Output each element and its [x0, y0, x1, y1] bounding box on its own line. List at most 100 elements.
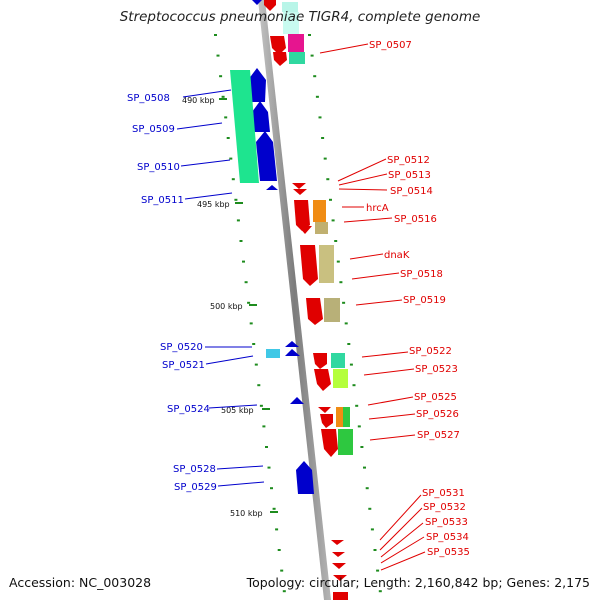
track-dot [329, 198, 332, 201]
track-dot [267, 466, 271, 469]
track-dot [344, 322, 348, 325]
gene-label[interactable]: SP_0514 [390, 186, 433, 197]
gene-arrow [248, 68, 266, 102]
gene-label[interactable]: SP_0520 [160, 342, 203, 353]
gene-label[interactable]: SP_0518 [400, 269, 443, 280]
gene-arrow [290, 397, 304, 404]
gene-label[interactable]: SP_0533 [425, 517, 468, 528]
reverse-strand-genes [264, 0, 348, 600]
gene-label[interactable]: SP_0535 [427, 547, 470, 558]
track-dot [376, 569, 380, 572]
track-dot [252, 343, 256, 345]
track-dot [315, 95, 319, 98]
track-dot [365, 487, 369, 490]
gene-label[interactable]: SP_0510 [137, 162, 180, 173]
gene-arrow [300, 245, 318, 286]
gene-arrow [294, 200, 310, 231]
annotation-box [289, 52, 305, 64]
track-dot [373, 549, 377, 551]
gene-arrow [318, 407, 331, 413]
track-dot [357, 425, 361, 428]
annotation-box [336, 407, 344, 427]
gene-arrow [273, 52, 287, 66]
gene-label[interactable]: SP_0529 [174, 482, 217, 493]
track-dot [214, 34, 217, 36]
gene-arrow [292, 183, 306, 189]
annotation-boxes [230, 2, 353, 455]
gene-arrow [252, 101, 270, 132]
annotation-box [266, 349, 280, 358]
track-dot [339, 281, 343, 284]
track-dot [265, 446, 268, 448]
gene-label[interactable]: SP_0532 [423, 502, 466, 513]
gene-arrow [285, 341, 299, 347]
track-dot [318, 116, 322, 119]
track-dot [347, 343, 351, 345]
accession-text: Accession: NC_003028 [9, 575, 152, 590]
track-dot [352, 384, 356, 387]
left-tick-track [214, 34, 286, 593]
topology-text: Topology: circular; Length: 2,160,842 bp… [246, 575, 590, 590]
gene-label[interactable]: SP_0519 [403, 295, 446, 306]
gene-label[interactable]: SP_0526 [416, 409, 459, 420]
track-dot [360, 446, 364, 448]
right-tick-track [308, 34, 382, 593]
track-dot [308, 34, 311, 36]
track-dot [323, 157, 327, 160]
track-dot [249, 322, 253, 325]
gene-arrow [306, 298, 323, 325]
scale-label-505: 505 kbp [221, 406, 254, 415]
track-dot [231, 178, 235, 181]
gene-label[interactable]: SP_0516 [394, 214, 437, 225]
gene-arrow [320, 414, 333, 428]
left-gene-labels: SP_0508 SP_0509 SP_0510 SP_0511 SP_0520 … [127, 93, 217, 493]
annotation-box [282, 2, 298, 12]
gene-arrow [298, 226, 312, 234]
gene-label[interactable]: SP_0531 [422, 488, 465, 499]
track-dot [378, 590, 382, 593]
track-dot [236, 219, 240, 222]
gene-label[interactable]: SP_0511 [141, 195, 184, 206]
gene-label[interactable]: hrcA [366, 203, 389, 214]
track-dot [221, 95, 225, 98]
annotation-box [324, 298, 340, 322]
annotation-box [333, 369, 348, 388]
gene-label[interactable]: SP_0521 [162, 360, 205, 371]
gene-label[interactable]: SP_0512 [387, 155, 430, 166]
track-dot [239, 240, 243, 242]
gene-label[interactable]: SP_0508 [127, 93, 170, 104]
gene-arrow [264, 0, 276, 11]
gene-label[interactable]: SP_0525 [414, 392, 457, 403]
gene-arrow [314, 369, 331, 391]
gene-label[interactable]: SP_0524 [167, 404, 210, 415]
gene-label[interactable]: SP_0528 [173, 464, 216, 475]
gene-label[interactable]: SP_0527 [417, 430, 460, 441]
annotation-box [315, 222, 328, 234]
gene-label[interactable]: SP_0507 [369, 40, 412, 51]
track-dot [368, 507, 372, 510]
annotation-box [283, 12, 299, 34]
track-dot [342, 301, 346, 304]
track-dot [272, 507, 276, 510]
track-dot [244, 281, 248, 284]
gene-label[interactable]: dnaK [384, 250, 410, 261]
track-dot [254, 363, 258, 366]
gene-arrow [333, 592, 348, 600]
track-dot [280, 569, 284, 572]
track-dot [331, 219, 335, 222]
gene-label[interactable]: SP_0513 [388, 170, 431, 181]
right-gene-labels: SP_0507 SP_0512 SP_0513 SP_0514 hrcA SP_… [366, 40, 470, 558]
gene-arrow [266, 185, 278, 190]
gene-label[interactable]: SP_0534 [426, 532, 469, 543]
track-dot [226, 137, 230, 139]
gene-arrow [270, 36, 286, 55]
gene-label[interactable]: SP_0522 [409, 346, 452, 357]
annotation-box [319, 245, 334, 283]
gene-label[interactable]: SP_0509 [132, 124, 175, 135]
gene-arrow [313, 353, 327, 369]
gene-label[interactable]: SP_0523 [415, 364, 458, 375]
track-dot [277, 549, 281, 551]
track-dot [262, 425, 266, 428]
scale-label-490: 490 kbp [182, 96, 215, 105]
gene-arrow [285, 349, 300, 356]
